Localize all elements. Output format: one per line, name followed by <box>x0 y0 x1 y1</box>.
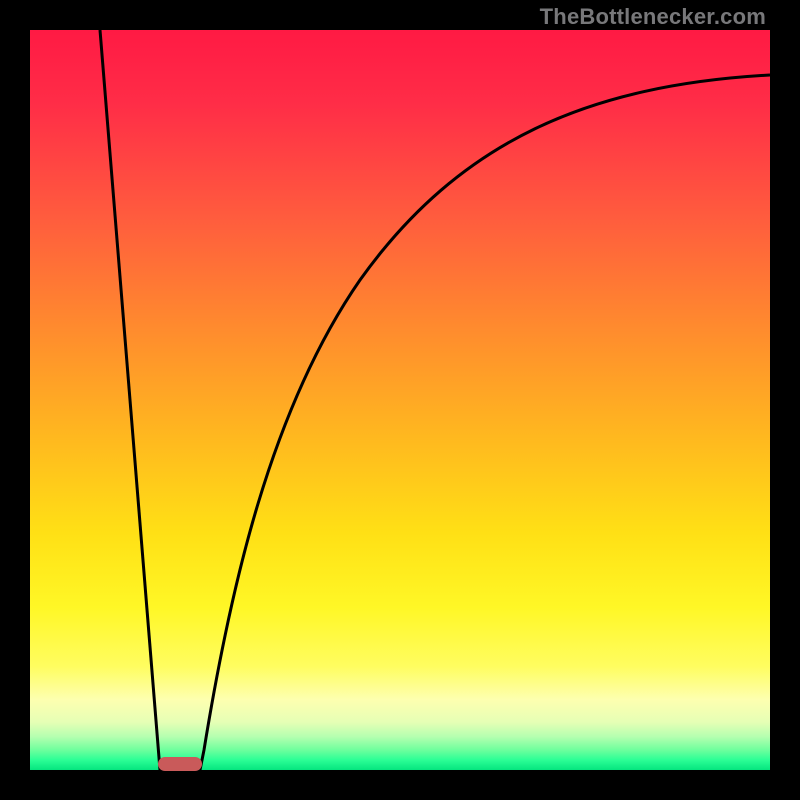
plot-area <box>30 30 770 770</box>
minimum-marker <box>158 757 202 771</box>
left-line <box>100 30 160 770</box>
frame-bottom <box>0 770 800 800</box>
frame-left <box>0 0 30 800</box>
right-curve <box>200 75 770 770</box>
watermark-text: TheBottlenecker.com <box>540 4 766 30</box>
frame-right <box>770 0 800 800</box>
curve-overlay <box>30 30 770 770</box>
chart-container: TheBottlenecker.com <box>0 0 800 800</box>
